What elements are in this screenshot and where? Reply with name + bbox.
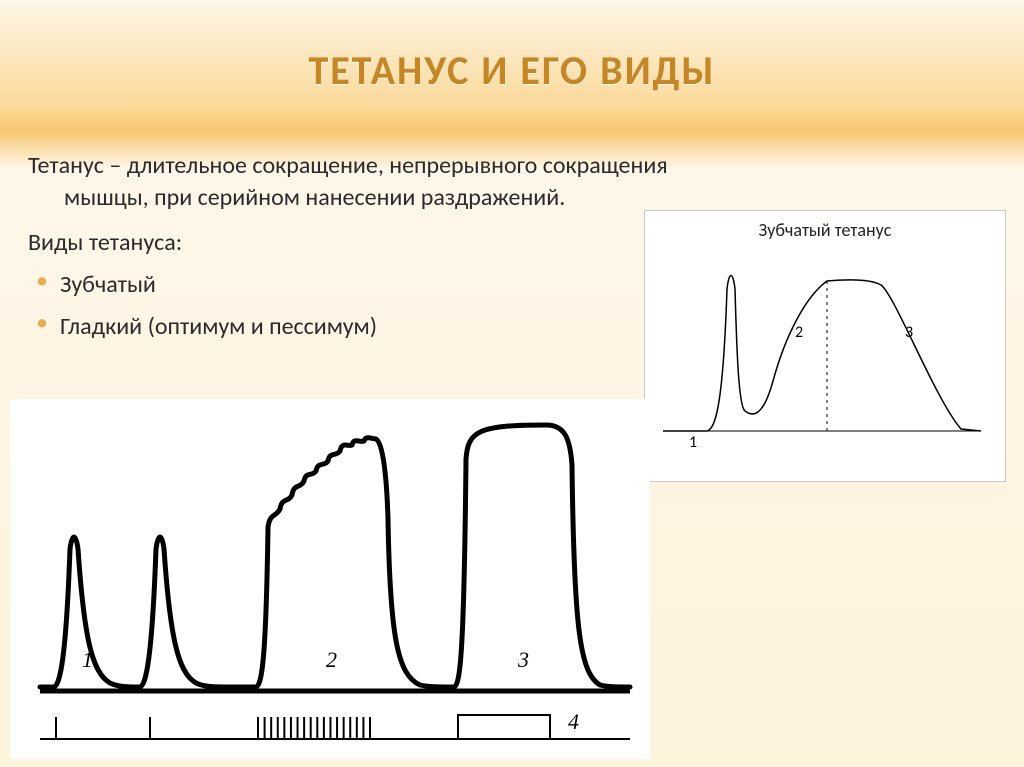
- chart-right-svg: 1 2 3: [645, 211, 1005, 481]
- svg-text:1: 1: [82, 647, 93, 672]
- chart-serrated-tetanus: Зубчатый тетанус 1 2 3: [644, 210, 1006, 482]
- svg-text:4: 4: [568, 709, 579, 734]
- svg-text:2: 2: [795, 323, 803, 342]
- svg-text:2: 2: [326, 647, 337, 672]
- bullet-icon: •: [36, 269, 48, 293]
- chart-right-title: Зубчатый тетанус: [645, 219, 1005, 241]
- slide-title: ТЕТАНУС И ЕГО ВИДЫ: [309, 46, 716, 95]
- chart-left-svg: 1 2 3 4: [10, 399, 650, 759]
- definition-line-1: Тетанус – длительное сокращение, непреры…: [28, 150, 1004, 182]
- chart-contraction-types: 1 2 3 4: [10, 399, 650, 759]
- item-label: Гладкий (оптимум и пессимум): [60, 311, 377, 343]
- bullet-icon: •: [36, 311, 48, 335]
- definition-line-2: мышцы, при серийном нанесении раздражени…: [28, 182, 1004, 214]
- item-label: Зубчатый: [60, 269, 156, 301]
- svg-text:3: 3: [905, 323, 913, 342]
- svg-text:3: 3: [517, 647, 529, 672]
- svg-text:1: 1: [689, 433, 697, 452]
